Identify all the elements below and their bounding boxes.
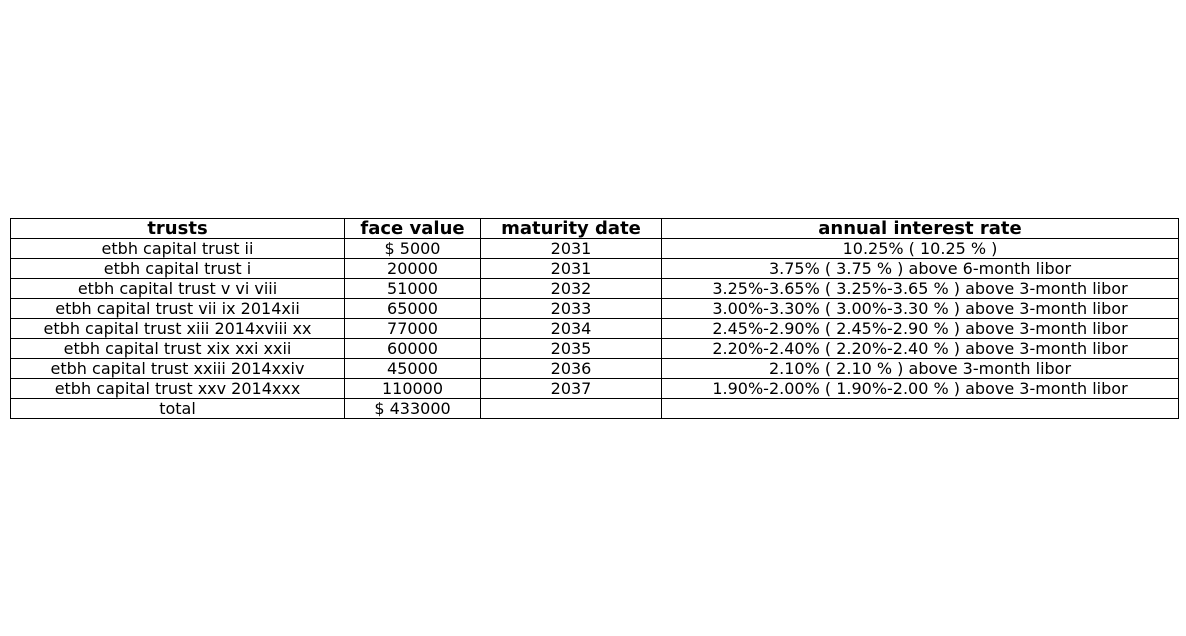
cell-maturity-date: 2031 <box>480 258 662 279</box>
header-trusts: trusts <box>10 218 345 239</box>
cell-maturity-date: 2034 <box>480 318 662 339</box>
table-row: etbh capital trust xxv 2014xxx 110000 20… <box>10 378 1179 399</box>
cell-interest-rate: 3.75% ( 3.75 % ) above 6-month libor <box>661 258 1179 279</box>
cell-face-value: 60000 <box>344 338 481 359</box>
cell-trust: etbh capital trust xix xxi xxii <box>10 338 345 359</box>
table-row-total: total $ 433000 <box>10 398 1179 419</box>
cell-total-face-value: $ 433000 <box>344 398 481 419</box>
table-header-row: trusts face value maturity date annual i… <box>10 218 1179 239</box>
cell-face-value: 51000 <box>344 278 481 299</box>
header-face-value: face value <box>344 218 481 239</box>
table-row: etbh capital trust xix xxi xxii 60000 20… <box>10 338 1179 359</box>
trusts-table-container: trusts face value maturity date annual i… <box>10 218 1179 419</box>
table-row: etbh capital trust i 20000 2031 3.75% ( … <box>10 258 1179 279</box>
header-annual-interest-rate: annual interest rate <box>661 218 1179 239</box>
cell-face-value: 45000 <box>344 358 481 379</box>
table-row: etbh capital trust xiii 2014xviii xx 770… <box>10 318 1179 339</box>
cell-interest-rate: 2.20%-2.40% ( 2.20%-2.40 % ) above 3-mon… <box>661 338 1179 359</box>
cell-face-value: 65000 <box>344 298 481 319</box>
cell-interest-rate: 2.10% ( 2.10 % ) above 3-month libor <box>661 358 1179 379</box>
cell-face-value: $ 5000 <box>344 238 481 259</box>
header-maturity-date: maturity date <box>480 218 662 239</box>
cell-face-value: 110000 <box>344 378 481 399</box>
cell-trust: etbh capital trust xxv 2014xxx <box>10 378 345 399</box>
cell-maturity-date: 2032 <box>480 278 662 299</box>
table-row: etbh capital trust v vi viii 51000 2032 … <box>10 278 1179 299</box>
cell-trust: etbh capital trust v vi viii <box>10 278 345 299</box>
cell-trust: etbh capital trust xxiii 2014xxiv <box>10 358 345 379</box>
cell-maturity-date: 2036 <box>480 358 662 379</box>
cell-interest-rate: 3.00%-3.30% ( 3.00%-3.30 % ) above 3-mon… <box>661 298 1179 319</box>
cell-maturity-date: 2037 <box>480 378 662 399</box>
cell-face-value: 77000 <box>344 318 481 339</box>
cell-interest-rate: 10.25% ( 10.25 % ) <box>661 238 1179 259</box>
cell-maturity-date <box>480 398 662 419</box>
cell-trust: etbh capital trust ii <box>10 238 345 259</box>
table-row: etbh capital trust ii $ 5000 2031 10.25%… <box>10 238 1179 259</box>
cell-maturity-date: 2031 <box>480 238 662 259</box>
cell-maturity-date: 2033 <box>480 298 662 319</box>
cell-interest-rate: 3.25%-3.65% ( 3.25%-3.65 % ) above 3-mon… <box>661 278 1179 299</box>
cell-interest-rate: 1.90%-2.00% ( 1.90%-2.00 % ) above 3-mon… <box>661 378 1179 399</box>
cell-trust: etbh capital trust vii ix 2014xii <box>10 298 345 319</box>
cell-maturity-date: 2035 <box>480 338 662 359</box>
cell-total-label: total <box>10 398 345 419</box>
cell-trust: etbh capital trust i <box>10 258 345 279</box>
table-row: etbh capital trust xxiii 2014xxiv 45000 … <box>10 358 1179 379</box>
cell-trust: etbh capital trust xiii 2014xviii xx <box>10 318 345 339</box>
trusts-table: trusts face value maturity date annual i… <box>10 218 1179 419</box>
table-row: etbh capital trust vii ix 2014xii 65000 … <box>10 298 1179 319</box>
cell-interest-rate <box>661 398 1179 419</box>
cell-face-value: 20000 <box>344 258 481 279</box>
cell-interest-rate: 2.45%-2.90% ( 2.45%-2.90 % ) above 3-mon… <box>661 318 1179 339</box>
